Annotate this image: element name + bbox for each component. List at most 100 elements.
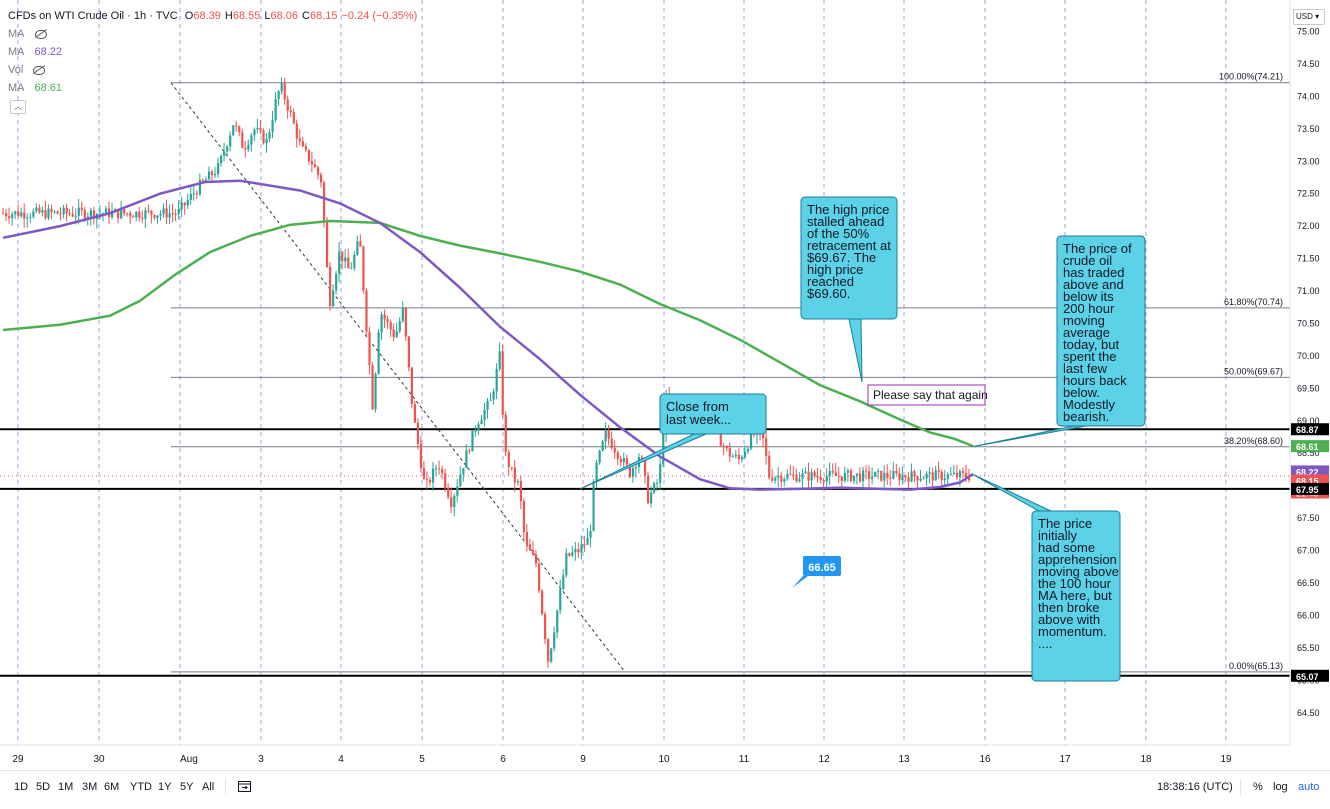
- candle-body: [74, 215, 77, 217]
- timeframe-button[interactable]: 1Y: [158, 781, 172, 793]
- candle-body: [774, 477, 777, 481]
- percent-scale-button[interactable]: %: [1253, 781, 1263, 793]
- timeframe-button[interactable]: 5Y: [180, 781, 194, 793]
- candle-body: [961, 471, 965, 473]
- indicator-row[interactable]: MA 68.22: [8, 46, 62, 58]
- candle-body: [213, 174, 217, 176]
- timeframe-button[interactable]: 1M: [58, 781, 74, 793]
- candle-body: [413, 404, 417, 423]
- log-scale-button[interactable]: log: [1273, 781, 1288, 793]
- callout-text-line: below its: [1063, 289, 1114, 304]
- price-tick-label: 71.00: [1297, 286, 1320, 296]
- candle-body: [89, 210, 93, 217]
- candle-body: [120, 209, 123, 219]
- candle-body: [559, 588, 562, 611]
- price-tick-label: 66.00: [1297, 610, 1320, 620]
- price-tick-label: 72.00: [1297, 221, 1320, 231]
- currency-select[interactable]: USD ▾: [1293, 9, 1325, 25]
- candle-body: [117, 209, 120, 219]
- label-box: [803, 556, 841, 576]
- candle-body: [783, 478, 786, 482]
- price-label-66-65[interactable]: 66.65: [792, 556, 841, 588]
- candle-body: [586, 537, 589, 545]
- candle-body: [8, 216, 11, 219]
- candle-body: [253, 129, 256, 136]
- candle-body: [335, 273, 338, 291]
- candle-body: [425, 478, 429, 480]
- candle-body: [135, 211, 138, 218]
- auto-scale-button[interactable]: auto: [1298, 781, 1320, 793]
- indicator-label: MA: [8, 28, 25, 40]
- candle-body: [731, 456, 734, 458]
- price-tick-label: 70.00: [1297, 351, 1320, 361]
- candle-body: [453, 495, 456, 508]
- price-tick-label: 71.50: [1297, 254, 1320, 264]
- ohlc-key: H: [224, 10, 233, 22]
- hidden-eye-icon[interactable]: [34, 29, 47, 39]
- candle-body: [298, 138, 301, 142]
- candle-body: [174, 213, 177, 215]
- callout-text-line: moving: [1063, 313, 1105, 328]
- callout-text-line: 200 hour: [1063, 301, 1115, 316]
- candle-body: [210, 171, 214, 176]
- indicator-row[interactable]: MA 68.61: [8, 82, 62, 94]
- callout-text-line: crude oil: [1063, 253, 1112, 268]
- candle-body: [5, 213, 8, 217]
- trend-line[interactable]: [170, 82, 626, 673]
- callout-text-line: MA here, but: [1038, 588, 1112, 603]
- fib-trend-line[interactable]: [170, 82, 626, 673]
- indicator-row[interactable]: Vol: [8, 64, 46, 76]
- timeframe-button[interactable]: 3M: [82, 781, 98, 793]
- collapse-legend-button[interactable]: ︿: [10, 100, 26, 114]
- ohlc-value: −0.24 (−0.35%): [341, 10, 418, 22]
- candle-body: [789, 474, 792, 476]
- time-tick-label: Aug: [180, 754, 198, 765]
- price-axis[interactable]: 75.00 74.50 74.00 73.50 73.00 72.50 72.00 71.50…: [1289, 0, 1330, 770]
- callout-text-line: had some: [1038, 540, 1095, 555]
- hline-tag: 68.87: [1296, 425, 1319, 435]
- time-tick-label: 4: [338, 754, 344, 765]
- price-tick-label: 73.00: [1297, 156, 1320, 166]
- ohlc-value: 68.55: [232, 10, 261, 22]
- hidden-eye-icon[interactable]: [33, 65, 46, 75]
- candle-body: [316, 167, 320, 175]
- note-text: Please say that again: [873, 388, 988, 402]
- callout-text-line: hours back: [1063, 373, 1127, 388]
- candle-body: [780, 475, 783, 482]
- indicator-row[interactable]: MA: [8, 28, 47, 40]
- candle-body: [610, 438, 613, 449]
- candle-body: [822, 480, 825, 482]
- candle-body: [601, 441, 604, 451]
- ohlc-item: C68.15: [302, 10, 337, 22]
- candle-body: [849, 470, 853, 481]
- timeframe-button[interactable]: 6M: [104, 781, 120, 793]
- candle-body: [153, 214, 156, 219]
- timeframe-button[interactable]: All: [202, 781, 215, 793]
- candle-body: [471, 430, 474, 452]
- hline-tag-bg: [1291, 482, 1329, 495]
- price-chart[interactable]: 100.00%(74.21) 61.80%(70.74) 50.00%(69.67)…: [0, 0, 1330, 770]
- callout-text-line: Close from: [666, 399, 729, 414]
- timeframe-button[interactable]: 5D: [36, 781, 51, 793]
- candle-body: [553, 632, 556, 649]
- goto-date-icon[interactable]: [238, 780, 251, 792]
- timeframe-button[interactable]: YTD: [130, 781, 152, 793]
- note-please-say[interactable]: Please say that again: [867, 384, 988, 406]
- candle-body: [392, 329, 395, 338]
- candle-body: [132, 216, 135, 218]
- callout-text-line: spent the: [1063, 349, 1117, 364]
- time-axis[interactable]: 29 30 Aug 3 4 5 6 9 10 11 12 13 16 17 18 19: [0, 744, 1290, 765]
- candle-body: [592, 481, 595, 531]
- candle-body: [150, 210, 153, 215]
- candle-body: [640, 457, 644, 460]
- candle-body: [232, 125, 235, 136]
- candle-body: [262, 130, 265, 144]
- ohlc-item: O68.39: [185, 10, 221, 22]
- utc-clock[interactable]: 18:38:16 (UTC): [1157, 781, 1233, 793]
- timeframe-button[interactable]: 1D: [14, 781, 29, 793]
